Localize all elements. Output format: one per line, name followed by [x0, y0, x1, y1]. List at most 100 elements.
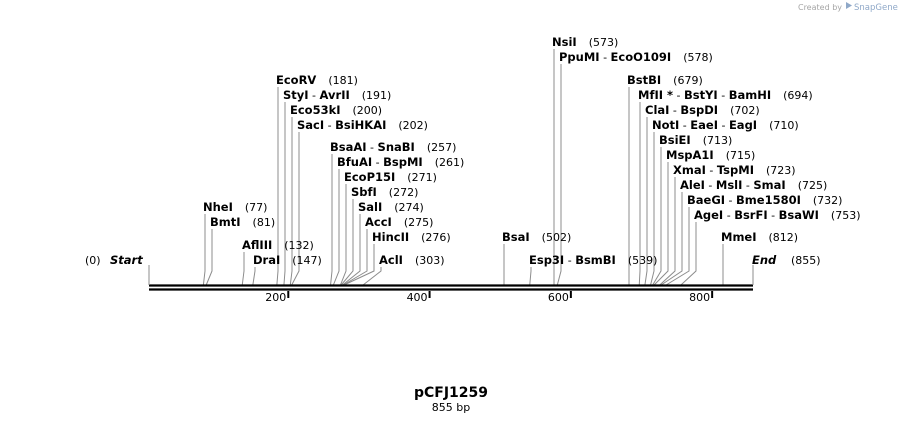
- tick-label-600: 600: [548, 291, 569, 304]
- name-separator: -: [742, 179, 753, 192]
- enzyme-name-acli: AclI: [379, 253, 403, 267]
- enzyme-position: (732): [813, 194, 843, 207]
- enzyme-name-bsai: BsaI: [502, 230, 530, 244]
- site-mfii-bstyi-bamhi-leader: [638, 102, 641, 286]
- credit-brand: SnapGene: [854, 3, 898, 13]
- name-separator: -: [706, 164, 717, 177]
- site-xmai-tspmi-leader: [659, 177, 676, 286]
- enzyme-name-eco53ki: Eco53kI: [290, 103, 341, 117]
- enzyme-name-sbfi: SbfI: [351, 185, 377, 199]
- site-baegi-bme1580i-leader: [665, 207, 690, 286]
- enzyme-position: (275): [404, 216, 434, 229]
- site-ecorv-leader: [276, 87, 279, 286]
- site-drai-label: DraI (147): [253, 253, 322, 267]
- site-afliii-label: AflIII (132): [242, 238, 314, 252]
- enzyme-name-nhei: NheI: [203, 200, 233, 214]
- enzyme-name-bstbi: BstBI: [627, 73, 661, 87]
- enzyme-name-bmti: BmtI: [210, 215, 241, 229]
- plasmid-length: 855 bp: [432, 401, 470, 414]
- enzyme-name-bamhi: BamHI: [729, 88, 771, 102]
- enzyme-name-eaei: EaeI: [690, 118, 718, 132]
- ruler-ticks: 200 400 600 800: [265, 291, 714, 304]
- site-ecop15i-label: EcoP15I (271): [344, 170, 437, 184]
- enzyme-name-bsihkai: BsiHKAI: [335, 118, 386, 132]
- enzyme-position: (573): [589, 36, 619, 49]
- enzyme-name-bspmi: BspMI: [383, 155, 423, 169]
- enzyme-name-clai: ClaI: [645, 103, 669, 117]
- site-mspa1i-leader: [653, 162, 669, 286]
- enzyme-name-hincii: HincII: [372, 230, 409, 244]
- site-hincii-leader: [343, 244, 375, 286]
- site-ppumi-ecoo109i-leader: [556, 64, 562, 286]
- enzyme-name-bfuai: BfuAI: [337, 155, 372, 169]
- site-esp3i-bsmbi-label: Esp3I - BsmBI (539): [529, 253, 657, 267]
- enzyme-position: (81): [253, 216, 276, 229]
- enzyme-position: (702): [730, 104, 760, 117]
- site-eco53ki-label: Eco53kI (200): [290, 103, 382, 117]
- enzyme-name-snabi: SnaBI: [378, 140, 415, 154]
- name-separator: -: [705, 179, 716, 192]
- enzyme-name-mspa1i: MspA1I: [666, 148, 714, 162]
- enzyme-position: (715): [726, 149, 756, 162]
- start-label: Start: [110, 253, 143, 267]
- enzyme-name-baegi: BaeGI: [687, 193, 725, 207]
- enzyme-position: (274): [394, 201, 424, 214]
- site-mfii-bstyi-bamhi-label: MfII * - BstYI - BamHI (694): [638, 88, 813, 102]
- site-ecorv-label: EcoRV (181): [276, 73, 358, 87]
- enzyme-position: (257): [427, 141, 457, 154]
- site-bmti-label: BmtI (81): [210, 215, 275, 229]
- site-styi-avrii-leader: [283, 102, 286, 286]
- tick-label-200: 200: [265, 291, 286, 304]
- enzyme-name-esp3i: Esp3I: [529, 253, 564, 267]
- enzyme-position: (303): [415, 254, 445, 267]
- site-noti-eaei-eagi-leader: [650, 132, 655, 286]
- enzyme-name-ppumi: PpuMI: [559, 50, 600, 64]
- enzyme-name-ecoo109i: EcoO109I: [611, 50, 672, 64]
- enzyme-name-smai: SmaI: [753, 178, 785, 192]
- enzyme-name-saci: SacI: [297, 118, 324, 132]
- enzyme-position: (578): [683, 51, 713, 64]
- site-styi-avrii-label: StyI - AvrII (191): [283, 88, 391, 102]
- site-ppumi-ecoo109i-label: PpuMI - EcoO109I (578): [559, 50, 713, 64]
- site-bsiei-label: BsiEI (713): [659, 133, 732, 147]
- site-nsii-label: NsiI (573): [552, 35, 618, 49]
- enzyme-name-bsmbi: BsmBI: [575, 253, 616, 267]
- enzyme-name-mmei: MmeI: [721, 230, 757, 244]
- site-agei-bsrfi-bsawi-leader: [680, 222, 697, 286]
- enzyme-name-bspdi: BspDI: [680, 103, 718, 117]
- enzyme-position: (710): [769, 119, 799, 132]
- enzyme-position: (77): [245, 201, 268, 214]
- enzyme-position: (725): [798, 179, 828, 192]
- enzyme-name-drai: DraI: [253, 253, 280, 267]
- name-separator: -: [309, 89, 320, 102]
- tick-label-400: 400: [407, 291, 428, 304]
- site-bsiei-leader: [652, 147, 662, 286]
- enzyme-name-bsrfi: BsrFI: [734, 208, 767, 222]
- name-separator: -: [372, 156, 383, 169]
- name-separator: -: [564, 254, 575, 267]
- name-separator: -: [725, 194, 736, 207]
- enzyme-name-ecorv: EcoRV: [276, 73, 316, 87]
- enzyme-name-styi: StyI: [283, 88, 309, 102]
- enzyme-name-bstyi: BstYI: [684, 88, 718, 102]
- snapgene-logo-icon: [846, 2, 852, 9]
- site-esp3i-bsmbi-leader: [529, 267, 532, 286]
- enzyme-name-mfii: MfII *: [638, 88, 673, 102]
- name-separator: -: [669, 104, 680, 117]
- name-separator: -: [324, 119, 335, 132]
- enzyme-name-noti: NotI: [652, 118, 679, 132]
- site-sali-leader: [342, 214, 361, 286]
- site-baegi-bme1580i-label: BaeGI - Bme1580I (732): [687, 193, 842, 207]
- enzyme-position: (200): [353, 104, 383, 117]
- site-sbfi-leader: [340, 199, 354, 286]
- enzyme-labels: NsiI (573)PpuMI - EcoO109I (578) EcoRV (181)…: [203, 35, 861, 267]
- enzyme-name-tspmi: TspMI: [717, 163, 754, 177]
- site-mspa1i-label: MspA1I (715): [666, 148, 755, 162]
- site-bmti-leader: [205, 229, 213, 286]
- site-saci-bsihkai-leader: [291, 132, 300, 286]
- site-mmei-label: MmeI (812): [721, 230, 798, 244]
- site-clai-bspdi-leader: [644, 117, 648, 286]
- enzyme-position: (723): [766, 164, 796, 177]
